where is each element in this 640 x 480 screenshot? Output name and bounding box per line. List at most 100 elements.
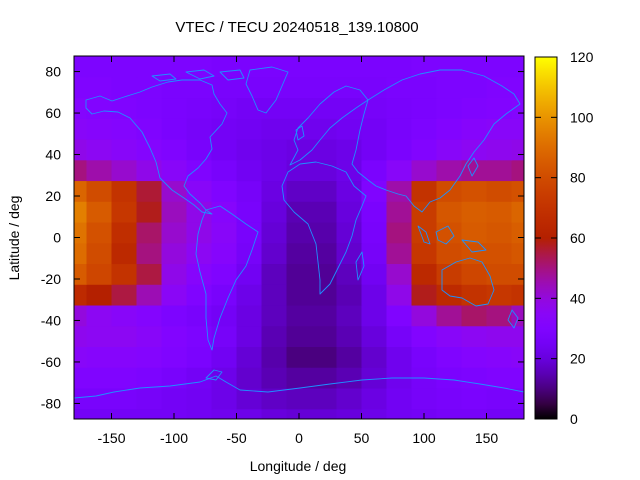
heatmap-cell bbox=[186, 221, 213, 244]
heatmap-cell bbox=[336, 56, 363, 78]
heatmap-cell bbox=[236, 180, 263, 202]
heatmap-cell bbox=[361, 118, 388, 140]
heatmap-cell bbox=[436, 284, 463, 306]
heatmap-cell bbox=[336, 304, 363, 327]
heatmap-cell bbox=[211, 159, 238, 182]
heatmap-cell bbox=[361, 201, 388, 223]
heatmap-cell bbox=[486, 118, 513, 140]
heatmap-cell bbox=[436, 325, 463, 347]
heatmap-cell bbox=[336, 408, 363, 419]
heatmap-cell bbox=[136, 263, 163, 285]
heatmap-cell bbox=[186, 118, 213, 140]
heatmap-cell bbox=[461, 97, 488, 119]
tick-label: -20 bbox=[41, 271, 61, 287]
heatmap-cell bbox=[111, 346, 138, 368]
heatmap-cell bbox=[261, 367, 288, 389]
heatmap-cell bbox=[161, 242, 188, 265]
heatmap-cell bbox=[336, 201, 363, 223]
heatmap-cell bbox=[436, 118, 463, 140]
heatmap-cell bbox=[411, 284, 438, 306]
heatmap-cell bbox=[261, 118, 288, 140]
heatmap-cell bbox=[86, 284, 113, 306]
tick-label: -50 bbox=[226, 430, 246, 446]
heatmap-cell bbox=[111, 159, 138, 182]
heatmap-cell bbox=[311, 201, 338, 223]
heatmap-cell bbox=[436, 138, 463, 161]
heatmap-cell bbox=[136, 367, 163, 389]
heatmap-cell bbox=[461, 325, 488, 347]
heatmap-cell bbox=[261, 56, 288, 78]
heatmap-cell bbox=[461, 263, 488, 285]
tick-label: 100 bbox=[412, 430, 436, 446]
heatmap-cell bbox=[461, 201, 488, 223]
tick-label: 150 bbox=[475, 430, 499, 446]
heatmap-cell bbox=[336, 346, 363, 368]
heatmap-cell bbox=[461, 387, 488, 410]
tick-label: 80 bbox=[570, 170, 586, 186]
heatmap-cell bbox=[336, 118, 363, 140]
heatmap-cell bbox=[511, 284, 524, 306]
heatmap-cell bbox=[74, 367, 88, 389]
heatmap-cell bbox=[111, 76, 138, 99]
tick-label: 50 bbox=[354, 430, 370, 446]
heatmap-cell bbox=[411, 346, 438, 368]
heatmap-cell bbox=[186, 263, 213, 285]
heatmap-cell bbox=[336, 138, 363, 161]
heatmap-cell bbox=[361, 284, 388, 306]
heatmap-cell bbox=[311, 56, 338, 78]
heatmap-cell bbox=[286, 263, 313, 285]
heatmap-cell bbox=[261, 97, 288, 119]
heatmap-cell bbox=[486, 408, 513, 419]
heatmap-cell bbox=[211, 76, 238, 99]
heatmap-cell bbox=[86, 56, 113, 78]
heatmap-cell bbox=[486, 367, 513, 389]
tick-label: 0 bbox=[53, 230, 61, 246]
heatmap-cell bbox=[74, 118, 88, 140]
heatmap-cell bbox=[311, 346, 338, 368]
heatmap-cell bbox=[511, 367, 524, 389]
heatmap-cell bbox=[286, 159, 313, 182]
heatmap-cell bbox=[436, 387, 463, 410]
heatmap-cell bbox=[74, 325, 88, 347]
heatmap-cell bbox=[461, 56, 488, 78]
heatmap-cell bbox=[461, 118, 488, 140]
tick-label: 100 bbox=[570, 109, 594, 125]
heatmap-cell bbox=[86, 138, 113, 161]
heatmap-cell bbox=[286, 387, 313, 410]
heatmap-cell bbox=[261, 221, 288, 244]
heatmap-cell bbox=[186, 242, 213, 265]
heatmap-cell bbox=[136, 408, 163, 419]
heatmap-cell bbox=[411, 325, 438, 347]
heatmap-cell bbox=[186, 56, 213, 78]
heatmap-cell bbox=[111, 387, 138, 410]
heatmap-cell bbox=[186, 201, 213, 223]
heatmap-cell bbox=[511, 408, 524, 419]
heatmap-cell bbox=[261, 180, 288, 202]
heatmap-cell bbox=[186, 387, 213, 410]
heatmap-cell bbox=[186, 408, 213, 419]
heatmap-cell bbox=[311, 408, 338, 419]
y-axis-label: Latitude / deg bbox=[6, 196, 22, 281]
heatmap-cell bbox=[161, 221, 188, 244]
heatmap-cell bbox=[186, 159, 213, 182]
heatmap-cell bbox=[111, 221, 138, 244]
heatmap-cell bbox=[486, 76, 513, 99]
heatmap-cell bbox=[486, 201, 513, 223]
heatmap-cell bbox=[336, 263, 363, 285]
heatmap-cell bbox=[186, 367, 213, 389]
heatmap-cell bbox=[286, 97, 313, 119]
heatmap-cell bbox=[111, 118, 138, 140]
heatmap-cell bbox=[161, 346, 188, 368]
heatmap-cell bbox=[136, 138, 163, 161]
heatmap-cell bbox=[386, 408, 413, 419]
heatmap-cell bbox=[486, 387, 513, 410]
heatmap-cell bbox=[74, 201, 88, 223]
heatmap-cell bbox=[136, 76, 163, 99]
heatmap-cell bbox=[136, 304, 163, 327]
heatmap-cell bbox=[136, 242, 163, 265]
heatmap-cell bbox=[311, 180, 338, 202]
heatmap-cell bbox=[311, 242, 338, 265]
heatmap-cell bbox=[436, 76, 463, 99]
heatmap-cell bbox=[74, 159, 88, 182]
heatmap-cell bbox=[161, 325, 188, 347]
